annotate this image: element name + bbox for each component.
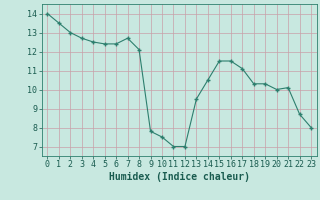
X-axis label: Humidex (Indice chaleur): Humidex (Indice chaleur) xyxy=(109,172,250,182)
